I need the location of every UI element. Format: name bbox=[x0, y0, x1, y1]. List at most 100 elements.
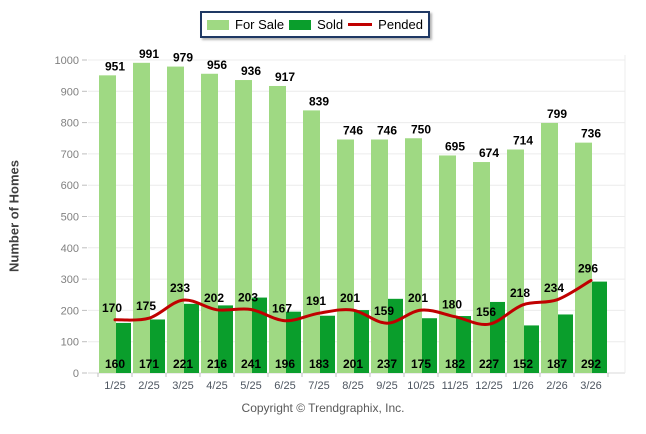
y-tick-label: 700 bbox=[61, 149, 79, 161]
sold-bar bbox=[354, 310, 369, 373]
for-sale-bar bbox=[507, 149, 524, 373]
sold-value-label: 196 bbox=[275, 357, 295, 371]
pended-value-label: 202 bbox=[204, 291, 224, 305]
for-sale-bar bbox=[473, 162, 490, 373]
for-sale-value-label: 951 bbox=[105, 59, 125, 73]
sold-value-label: 182 bbox=[445, 357, 465, 371]
sold-value-label: 227 bbox=[479, 357, 499, 371]
sold-value-label: 292 bbox=[581, 357, 601, 371]
sold-value-label: 160 bbox=[105, 357, 125, 371]
for-sale-value-label: 979 bbox=[173, 51, 193, 65]
month-label: 1/26 bbox=[512, 380, 533, 392]
sold-bar bbox=[218, 305, 233, 373]
sold-bar bbox=[252, 297, 267, 373]
legend-label-sold: Sold bbox=[317, 17, 344, 32]
month-label: 12/25 bbox=[475, 380, 503, 392]
legend-item-for-sale: For Sale bbox=[207, 17, 284, 32]
pended-curve bbox=[113, 278, 593, 327]
sold-swatch bbox=[289, 19, 312, 30]
sold-value-label: 183 bbox=[309, 357, 329, 371]
for-sale-bar bbox=[541, 122, 558, 374]
legend-item-pended: Pended bbox=[348, 17, 423, 32]
pended-value-label: 191 bbox=[306, 294, 326, 308]
y-tick-label: 500 bbox=[61, 212, 79, 224]
for-sale-bar bbox=[371, 139, 388, 373]
sold-value-label: 201 bbox=[343, 357, 363, 371]
sold-bar bbox=[592, 281, 607, 373]
for-sale-bar bbox=[99, 75, 116, 373]
for-sale-value-label: 799 bbox=[547, 107, 567, 121]
month-label: 5/25 bbox=[240, 380, 261, 392]
for-sale-value-label: 917 bbox=[275, 70, 295, 84]
pended-value-label: 180 bbox=[442, 298, 462, 312]
for-sale-swatch bbox=[207, 19, 229, 30]
sold-value-label: 187 bbox=[547, 357, 567, 371]
pended-value-label: 218 bbox=[510, 286, 530, 300]
for-sale-value-label: 746 bbox=[343, 124, 363, 138]
sold-value-label: 237 bbox=[377, 357, 397, 371]
sold-bar bbox=[320, 315, 335, 373]
month-label: 3/25 bbox=[172, 380, 193, 392]
for-sale-bar bbox=[405, 138, 422, 373]
y-tick-label: 100 bbox=[61, 337, 79, 349]
chart-legend: For Sale Sold Pended bbox=[200, 11, 430, 38]
for-sale-bar bbox=[133, 62, 150, 373]
sold-bar bbox=[184, 303, 199, 373]
y-tick-label: 0 bbox=[73, 368, 79, 380]
for-sale-bar bbox=[235, 80, 252, 374]
pended-value-label: 159 bbox=[374, 304, 394, 318]
pended-line-swatch bbox=[348, 23, 373, 26]
legend-label-for-sale: For Sale bbox=[235, 17, 285, 32]
month-label: 2/26 bbox=[546, 380, 567, 392]
sold-value-label: 152 bbox=[513, 357, 533, 371]
y-tick-label: 400 bbox=[61, 243, 79, 255]
pended-value-label: 296 bbox=[578, 261, 598, 275]
for-sale-value-label: 750 bbox=[411, 122, 431, 136]
for-sale-value-label: 991 bbox=[139, 47, 159, 61]
pended-value-label: 234 bbox=[544, 281, 564, 295]
for-sale-value-label: 746 bbox=[377, 124, 397, 138]
sold-bar bbox=[286, 311, 301, 373]
for-sale-bar bbox=[201, 73, 218, 373]
legend-item-sold: Sold bbox=[289, 17, 343, 32]
y-tick-label: 300 bbox=[61, 274, 79, 286]
month-label: 2/25 bbox=[138, 380, 159, 392]
month-label: 3/26 bbox=[580, 380, 601, 392]
y-tick-label: 600 bbox=[61, 180, 79, 192]
pended-value-label: 167 bbox=[272, 302, 292, 316]
for-sale-bar bbox=[269, 85, 286, 373]
sold-bar bbox=[524, 325, 539, 373]
pended-value-label: 201 bbox=[408, 291, 428, 305]
pended-value-label: 233 bbox=[170, 281, 190, 295]
month-label: 1/25 bbox=[104, 380, 125, 392]
month-label: 10/25 bbox=[407, 380, 435, 392]
for-sale-value-label: 839 bbox=[309, 94, 329, 108]
sold-value-label: 216 bbox=[207, 357, 227, 371]
sold-value-label: 171 bbox=[139, 357, 159, 371]
sold-bar bbox=[388, 298, 403, 373]
for-sale-bar bbox=[575, 142, 592, 373]
y-tick-label: 1000 bbox=[55, 55, 79, 67]
sold-bar bbox=[422, 318, 437, 373]
for-sale-value-label: 936 bbox=[241, 64, 261, 78]
month-label: 8/25 bbox=[342, 380, 363, 392]
sold-bar bbox=[558, 314, 573, 373]
y-tick-label: 800 bbox=[61, 118, 79, 130]
pended-value-label: 201 bbox=[340, 291, 360, 305]
month-label: 6/25 bbox=[274, 380, 295, 392]
month-label: 9/25 bbox=[376, 380, 397, 392]
for-sale-bar bbox=[303, 110, 320, 373]
for-sale-value-label: 714 bbox=[513, 134, 533, 148]
sold-bar bbox=[150, 319, 165, 373]
sold-value-label: 241 bbox=[241, 357, 261, 371]
pended-value-label: 203 bbox=[238, 290, 258, 304]
for-sale-value-label: 736 bbox=[581, 127, 601, 141]
month-label: 4/25 bbox=[206, 380, 227, 392]
for-sale-value-label: 674 bbox=[479, 146, 499, 160]
legend-label-pended: Pended bbox=[378, 17, 423, 32]
sold-bar bbox=[116, 322, 131, 373]
pended-value-label: 170 bbox=[102, 301, 122, 315]
for-sale-bar bbox=[439, 155, 456, 373]
